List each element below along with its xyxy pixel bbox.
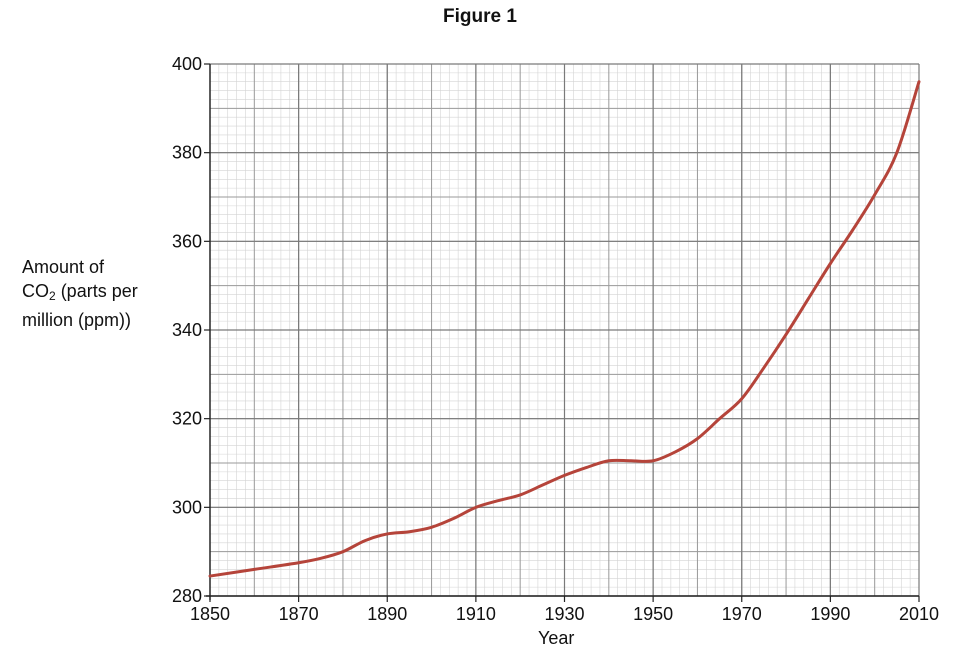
x-tick-label: 1950	[633, 604, 673, 624]
y-tick-label: 400	[172, 54, 202, 74]
x-tick-label: 1890	[367, 604, 407, 624]
y-tick-label: 380	[172, 143, 202, 163]
x-tick-label: 1850	[190, 604, 230, 624]
co2-series-line	[208, 80, 921, 578]
x-tick-label: 1930	[544, 604, 584, 624]
y-axis-label-rest: (parts per	[55, 281, 138, 301]
y-axis-label-line-3: million (ppm))	[22, 310, 132, 330]
chart-title: Figure 1	[443, 6, 517, 27]
y-tick-label: 360	[172, 231, 202, 251]
y-axis-label-co: CO	[22, 281, 49, 301]
major-grid	[209, 63, 920, 597]
tick-labels: 280 300 320 340 360 380 400 1850 1870 1890 1910 193…	[172, 54, 939, 624]
x-axis-label: Year	[538, 628, 575, 648]
y-tick-label: 280	[172, 586, 202, 606]
x-tick-label: 2010	[899, 604, 939, 624]
y-tick-label: 340	[172, 320, 202, 340]
x-tick-label: 1910	[456, 604, 496, 624]
y-tick-label: 300	[172, 497, 202, 517]
y-axis-label-subscript: 2	[49, 289, 56, 303]
y-axis-label: Amount of CO2 (parts per million (ppm))	[22, 255, 138, 332]
y-tick-label: 320	[172, 409, 202, 429]
axes	[204, 63, 920, 602]
series-group	[208, 80, 921, 578]
x-tick-label: 1870	[279, 604, 319, 624]
x-tick-label: 1970	[722, 604, 762, 624]
y-axis-label-line-1: Amount of	[22, 257, 105, 277]
y-axis-label-line-2: CO2 (parts per	[22, 279, 138, 308]
x-tick-label: 1990	[810, 604, 850, 624]
